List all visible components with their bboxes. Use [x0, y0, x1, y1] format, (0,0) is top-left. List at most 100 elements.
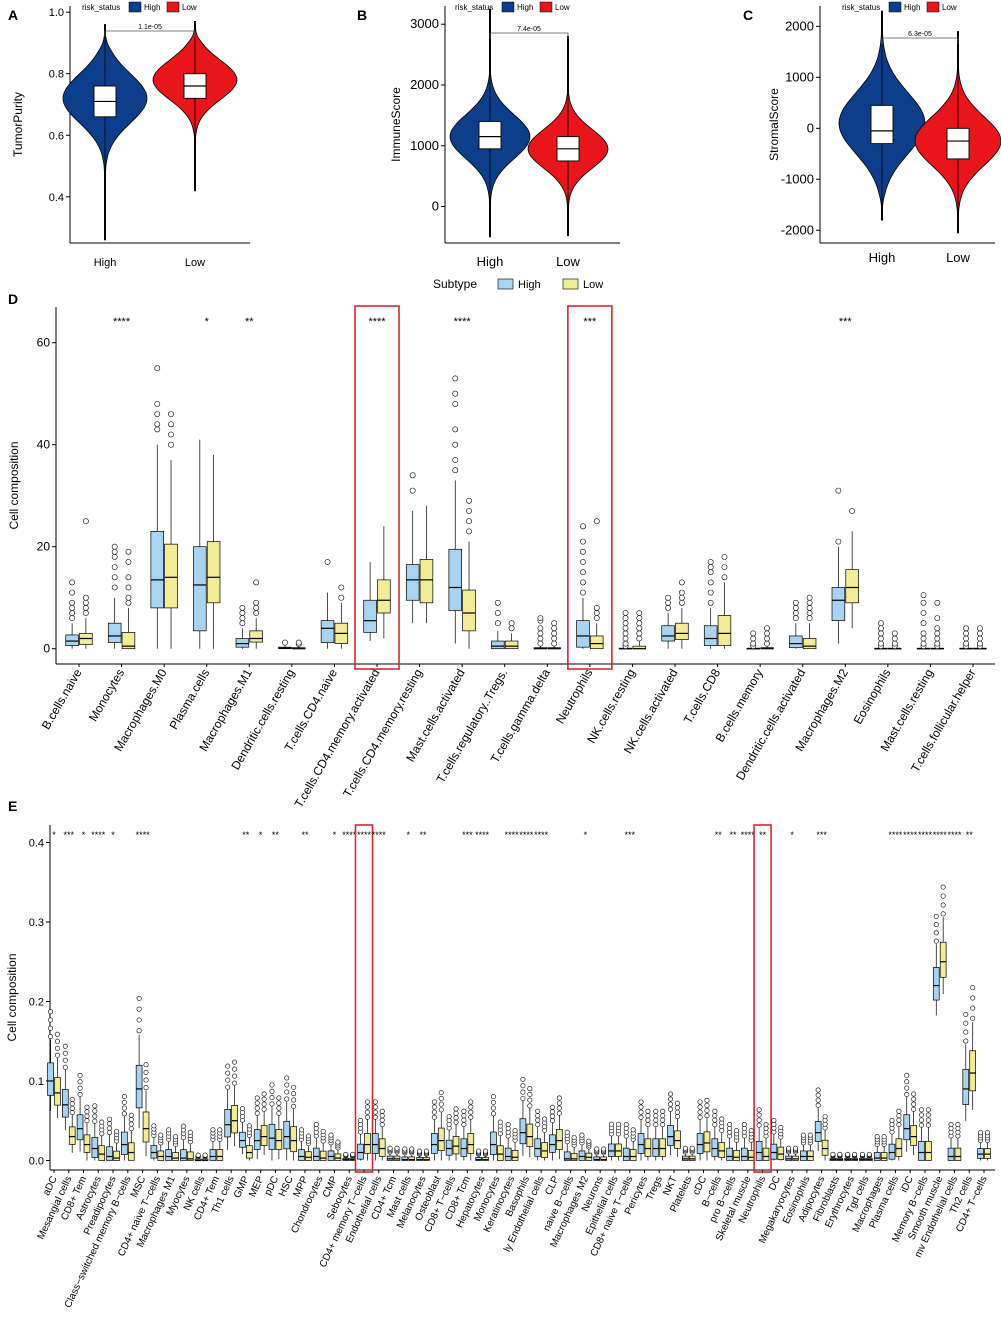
box-high: [478, 121, 502, 150]
outlier-msc-low: [143, 1069, 149, 1075]
outlier-neutrophils-low: [593, 610, 600, 616]
outlier-cd8-naive-t-cells-high: [623, 1122, 629, 1128]
box-pdc-low: [275, 1129, 283, 1150]
outlier-b-cells-memory-low: [764, 630, 770, 637]
box-msc-high: [135, 1064, 143, 1109]
outlier-b-cells-naive-high: [69, 605, 76, 611]
outlier-mesangial-cells-low: [69, 1096, 75, 1102]
outlier-pericytes-low: [645, 1122, 651, 1128]
outlier-astrocytes-low: [99, 1119, 105, 1125]
outlier-dendritic-cells-activated-low: [806, 615, 813, 621]
highlight-box-t-cells-cd4-memory-activated: [354, 305, 400, 670]
outlier-macrophages-m2-low: [849, 508, 856, 514]
y-axis-label: ImmuneScore: [389, 87, 403, 162]
outlier-neutrophils-high: [580, 548, 586, 555]
outlier-cdc-high: [697, 1109, 703, 1115]
outlier-ly-endothelial-cells-low: [542, 1116, 548, 1122]
outlier-endothelial-cells-high: [372, 1104, 378, 1110]
box-gmp-high: [239, 1131, 246, 1148]
outlier-tgd-cells-high: [859, 1151, 865, 1157]
y-tick-label: -1000: [781, 171, 814, 186]
box-mep-high: [253, 1129, 261, 1150]
outlier-monocytes-high: [111, 543, 118, 550]
outlier-memory-b-cells-high: [918, 1107, 924, 1113]
outlier-myocytes-high: [180, 1123, 186, 1129]
outlier-preadipocytes-high: [107, 1121, 113, 1127]
outlier-neutrophils-high: [756, 1122, 762, 1128]
outlier-t-cells-follicular-helper-high: [963, 630, 970, 637]
outlier-neutrophils-high: [756, 1117, 762, 1123]
panel-letter: E: [8, 798, 17, 814]
outlier-tregs-low: [660, 1122, 666, 1128]
outlier-t-cells-cd4-memory-resting-high: [409, 472, 416, 479]
significance-hepatocytes: ****: [475, 830, 490, 840]
outlier-mep-low: [261, 1106, 267, 1112]
outlier-memory-b-cells-high: [918, 1112, 924, 1118]
outlier-mast-cells-activated-low: [466, 508, 472, 514]
outlier-hsc-high: [284, 1096, 290, 1102]
outlier-basophils-high: [520, 1083, 526, 1089]
outlier-hepatocytes-high: [476, 1148, 482, 1154]
outlier-b-cells-naive-high: [69, 615, 76, 621]
significance-neutrophils: ***: [583, 316, 597, 328]
outlier-t-cells-gamma-delta-high: [537, 630, 544, 637]
outlier-th1-cells-low: [232, 1080, 238, 1086]
legend-swatch-high: [501, 1, 515, 13]
box-keratinocytes-low: [511, 1149, 519, 1161]
outlier-tregs-high: [653, 1117, 659, 1123]
outlier-clp-low: [556, 1100, 562, 1106]
outlier-smooth-muscle-low: [940, 893, 946, 899]
y-tick-label: 2000: [785, 18, 814, 33]
x-tick-label-t-cells-cd4-memory-resting: T.cells.CD4.memory.resting: [340, 667, 425, 800]
outlier-astrocytes-high: [92, 1118, 98, 1124]
box-cd4-memory-t-cells-high: [357, 1143, 364, 1160]
outlier-mesangial-cells-low: [69, 1101, 75, 1107]
p-value-label: 1.1e-05: [138, 24, 162, 31]
outlier-class-switched-memory-b-cells-high: [121, 1105, 127, 1111]
outlier-monocytes-low: [125, 584, 132, 591]
outlier-tregs-high: [653, 1113, 659, 1119]
y-tick-label: 40: [37, 438, 51, 452]
box-pericytes-high: [637, 1133, 645, 1154]
box-pdc-high: [268, 1123, 276, 1150]
outlier-nk-cells-resting-high: [622, 630, 629, 637]
box-cd8-tcm-low: [467, 1133, 475, 1154]
outlier-nk-cells-resting-high: [622, 610, 629, 616]
outlier-plasma-cells-low: [896, 1113, 902, 1119]
y-tick-label: -2000: [781, 222, 814, 237]
outlier-adc-high: [48, 1025, 54, 1031]
outlier-cd8-tem-low: [84, 1109, 90, 1115]
outlier-cd4-tem-low: [217, 1127, 223, 1133]
outlier-osteoblast-high: [431, 1104, 437, 1110]
significance-cd4-memory-t-cells: ****: [357, 830, 372, 840]
outlier-mep-high: [254, 1105, 260, 1111]
y-tick-label: 0: [432, 199, 439, 214]
significance-neutrophils: **: [759, 830, 767, 840]
outlier-t-cells-cd4-naive-low: [338, 584, 345, 591]
outlier-cdc-high: [697, 1099, 703, 1105]
outlier-mast-cells-activated-high: [452, 441, 459, 448]
y-tick-label: 0.1: [29, 1076, 44, 1088]
outlier-t-cells-gamma-delta-low: [551, 625, 558, 632]
box-hsc-low: [290, 1126, 297, 1153]
panel-letter: C: [743, 7, 753, 23]
outlier-cd4-memory-t-cells-high: [358, 1118, 364, 1124]
outlier-macrophages-m0-low: [168, 431, 174, 438]
outlier-cd8-t-cells-low: [453, 1106, 459, 1112]
y-axis-label: StromalScore: [767, 88, 781, 161]
outlier-mv-endothelial-cells-low: [955, 1122, 961, 1128]
outlier-plasma-cells-high: [889, 1118, 895, 1124]
outlier-pdc-low: [276, 1110, 282, 1116]
box-macrophages-m1-high: [235, 638, 250, 648]
outlier-pericytes-high: [638, 1114, 644, 1120]
box-cd8-tem-low: [83, 1134, 91, 1153]
box-t-cells-regulatory-tregs-low: [504, 640, 519, 650]
outlier-pericytes-low: [645, 1108, 651, 1114]
box-t-cells-cd8-low: [717, 615, 732, 646]
outlier-t-cells-follicular-helper-high: [963, 640, 970, 647]
outlier-eosinophils-low: [891, 635, 898, 642]
box-cdc-low: [703, 1131, 711, 1153]
box-gmp-low: [246, 1145, 253, 1159]
box-th2-cells-high: [962, 1069, 970, 1105]
